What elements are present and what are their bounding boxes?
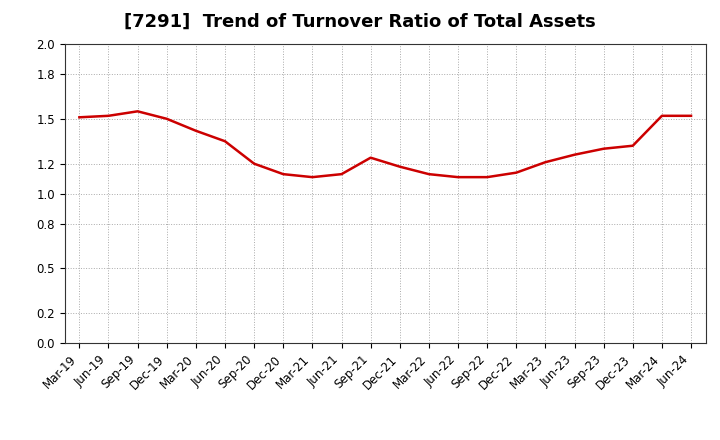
Text: [7291]  Trend of Turnover Ratio of Total Assets: [7291] Trend of Turnover Ratio of Total … bbox=[124, 13, 596, 31]
